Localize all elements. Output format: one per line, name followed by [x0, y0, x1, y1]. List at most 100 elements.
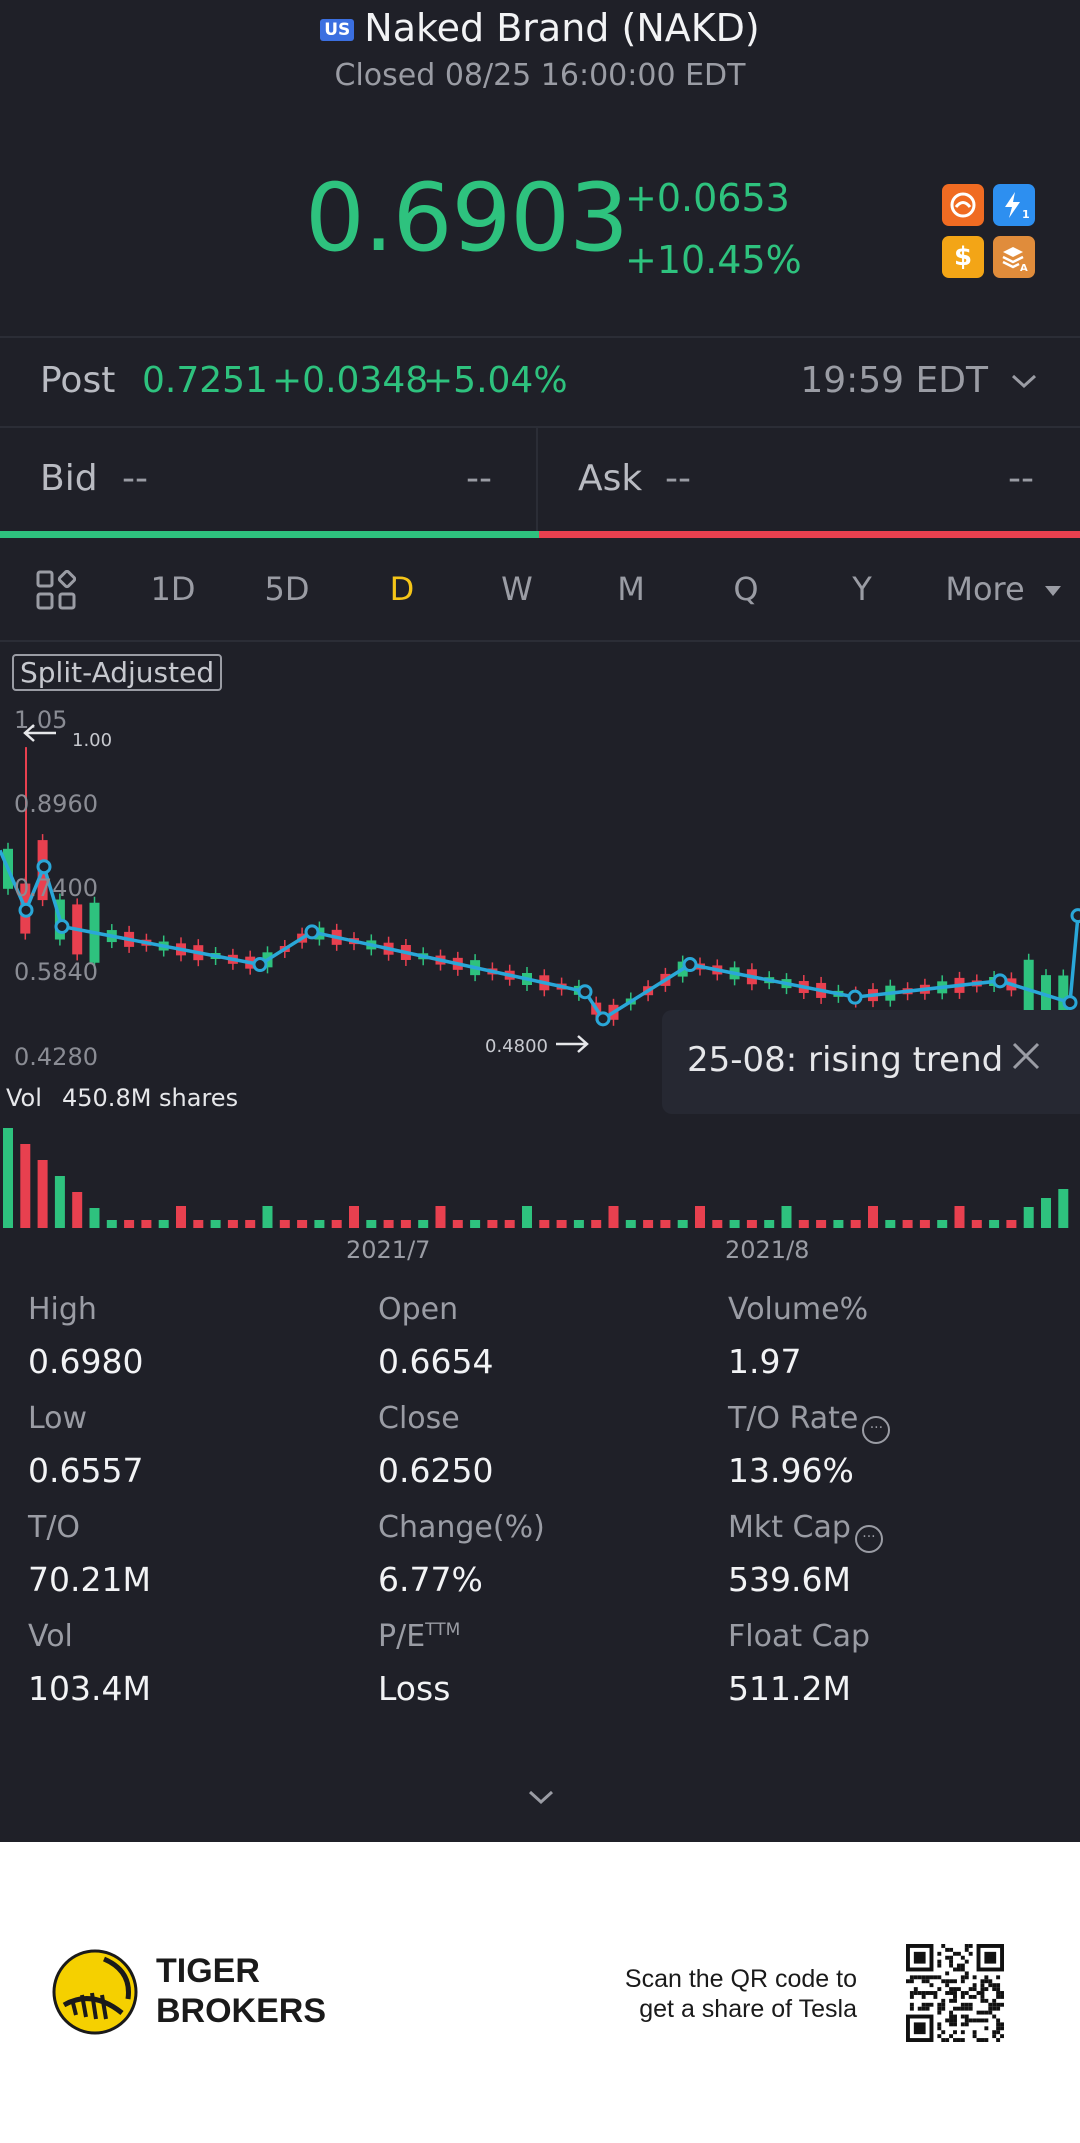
stat-value-vol: 103.4M [28, 1669, 151, 1708]
trend-tooltip-text: 25-08: rising trend [687, 1040, 1004, 1080]
volume-bar [608, 1206, 619, 1228]
bid-volume-bar [0, 531, 539, 538]
qr-module [976, 1991, 981, 1995]
tab-1d[interactable]: 1D [150, 570, 196, 608]
qr-module [945, 1947, 950, 1952]
qr-module [996, 2002, 1001, 2007]
qr-module [960, 1979, 965, 1984]
qr-module [1000, 2002, 1004, 2007]
chevron-down-icon[interactable] [1010, 364, 1038, 399]
qr-module [949, 1979, 954, 1984]
qr-module [941, 1979, 946, 1984]
trend-node [847, 989, 863, 1005]
volume-bar [452, 1220, 463, 1228]
stock-name: Naked Brand (NAKD) [364, 6, 760, 50]
trend-line [0, 849, 1080, 1022]
caret-down-icon[interactable] [1044, 582, 1062, 601]
candlestick-chart[interactable] [0, 690, 1080, 1240]
qr-module [964, 2022, 969, 2027]
divider [0, 640, 1080, 642]
stat-label-to-rate: T/O Rate ··· [728, 1401, 891, 1444]
stock-title: US Naked Brand (NAKD) [0, 6, 1080, 50]
tab-more[interactable]: More [945, 570, 1025, 608]
volume-value: 450.8M shares [62, 1084, 239, 1112]
tab-w[interactable]: W [501, 570, 533, 608]
post-market-price: 0.7251 [142, 360, 268, 401]
stack-a-icon[interactable]: A [993, 236, 1035, 278]
qr-module [925, 2006, 930, 2011]
bid-label: Bid [40, 458, 98, 499]
y-axis-label: 0.4280 [14, 1043, 98, 1071]
tab-q[interactable]: Q [733, 570, 759, 608]
tab-d[interactable]: D [389, 570, 415, 608]
trend-node [1070, 908, 1080, 924]
volume-bar [885, 1220, 896, 1228]
volume-bar [37, 1160, 48, 1228]
tab-m[interactable]: M [617, 570, 645, 608]
qr-module [945, 1991, 950, 1995]
volume-bar [349, 1206, 359, 1228]
qr-module [949, 2034, 954, 2039]
qr-module [992, 2002, 997, 2007]
bid-price: -- [122, 458, 148, 499]
qr-module [996, 1994, 1001, 1999]
qr-module [956, 1951, 961, 1956]
volume-bar [418, 1220, 429, 1228]
qr-module [984, 1998, 989, 2003]
qr-module [921, 2002, 926, 2007]
volume-bar [954, 1206, 965, 1228]
qr-module [968, 1944, 973, 1948]
split-adjusted-label[interactable]: Split-Adjusted [12, 654, 223, 691]
stat-value-close: 0.6250 [378, 1451, 494, 1490]
qr-module [972, 2018, 977, 2023]
volume-bar [712, 1220, 723, 1228]
qr-module [960, 2038, 965, 2042]
qr-module [988, 2006, 993, 2011]
tab-5d[interactable]: 5D [264, 570, 310, 608]
more-info-icon[interactable]: ··· [854, 1525, 883, 1553]
qr-module [988, 1983, 993, 1988]
qr-module [949, 2014, 954, 2019]
qr-module [937, 2034, 942, 2039]
qr-module [964, 1947, 969, 1952]
lightning-level1-icon[interactable]: 1 [993, 184, 1035, 226]
qr-module [960, 2002, 965, 2007]
qr-module [964, 1959, 969, 1964]
qr-module [949, 1947, 954, 1952]
volume-bar [504, 1220, 515, 1228]
qr-module [941, 1998, 946, 2003]
volume-bar [331, 1220, 342, 1228]
close-icon[interactable] [1010, 1036, 1042, 1082]
qr-code[interactable] [906, 1944, 1004, 2042]
volume-bar [1058, 1189, 1069, 1228]
candles-group [3, 747, 1069, 1032]
expand-chevron-icon[interactable] [526, 1776, 556, 1816]
tiger-badge-icon[interactable] [942, 184, 984, 226]
qr-module [992, 1998, 997, 2003]
chart-grid-icon[interactable] [36, 569, 77, 610]
tab-y[interactable]: Y [852, 570, 872, 608]
volume-bar [1023, 1207, 1034, 1228]
stat-label-high: High [28, 1292, 97, 1327]
volume-bar [210, 1220, 221, 1228]
stat-label-pe: P/ETTM [378, 1619, 460, 1654]
divider [0, 426, 1080, 428]
qr-module [937, 1963, 942, 1968]
volume-bar [729, 1220, 740, 1228]
qr-module [1000, 1991, 1004, 1995]
qr-module [929, 2002, 934, 2007]
trend-node [577, 984, 593, 1000]
qr-module [913, 1987, 918, 1992]
qr-module [933, 1975, 938, 1980]
post-market-label: Post [40, 360, 116, 401]
volume-bar [591, 1220, 602, 1228]
qr-module [976, 2010, 981, 2015]
qr-module [968, 1951, 973, 1956]
more-info-icon[interactable]: ··· [862, 1416, 891, 1444]
stat-value-to-rate: 13.96% [728, 1451, 854, 1490]
dollar-icon[interactable]: $ [942, 236, 984, 278]
qr-module [909, 1994, 914, 1999]
qr-module [953, 2030, 957, 2035]
qr-module [937, 1987, 942, 1992]
qr-module [949, 1959, 954, 1964]
